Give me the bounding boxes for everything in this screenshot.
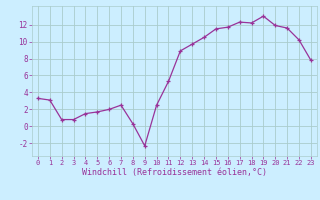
X-axis label: Windchill (Refroidissement éolien,°C): Windchill (Refroidissement éolien,°C) <box>82 168 267 177</box>
